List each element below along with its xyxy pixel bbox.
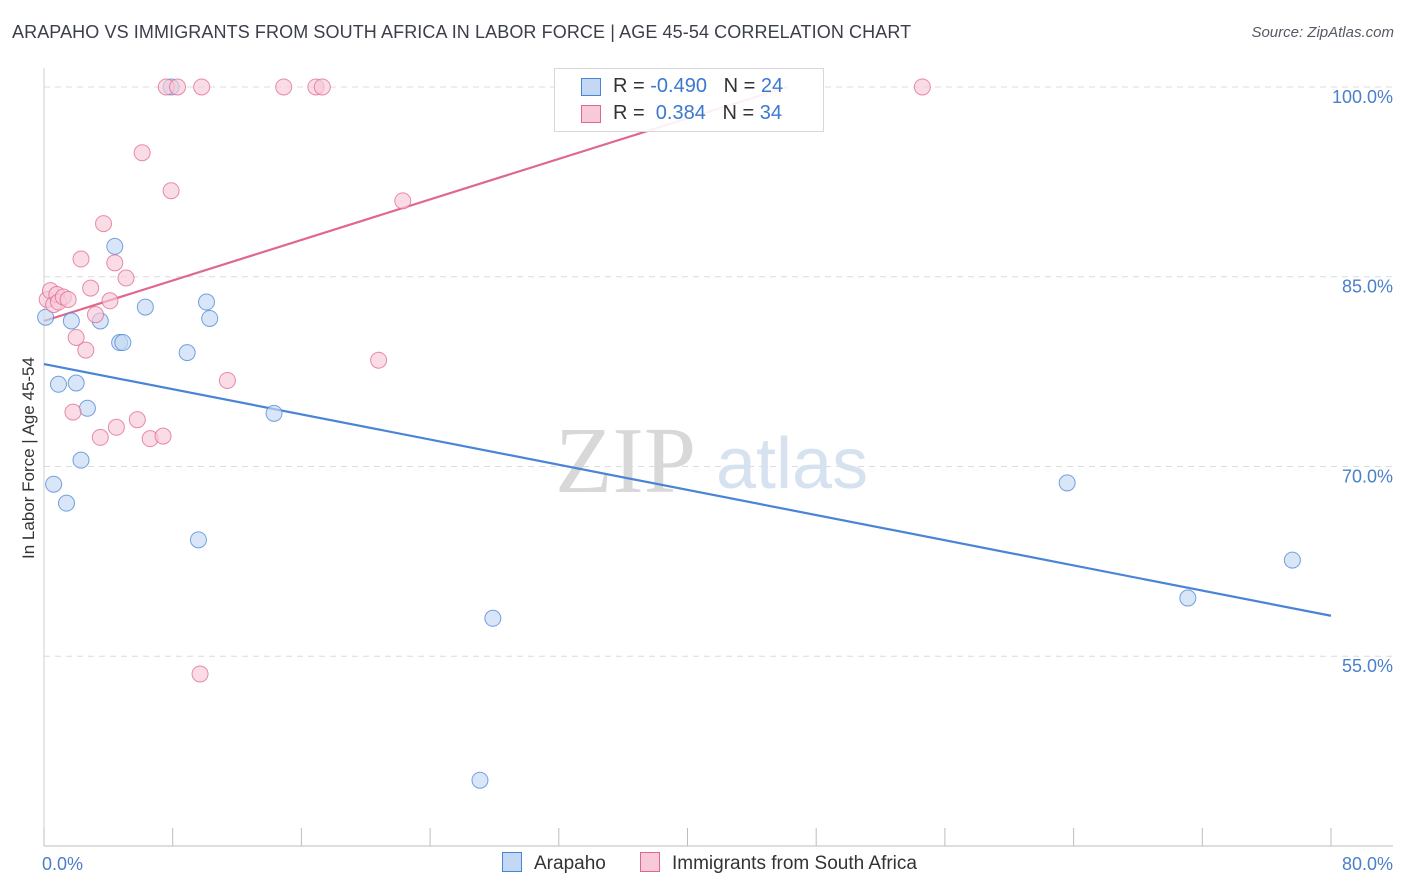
point-arapaho	[106, 237, 124, 255]
point-south-africa	[117, 269, 135, 287]
point-arapaho	[1058, 474, 1076, 492]
point-arapaho	[1179, 589, 1197, 607]
legend-stats-south-africa: R = 0.384 N = 34	[613, 102, 783, 124]
point-arapaho	[197, 293, 215, 311]
legend-swatch-south-africa-bottom	[640, 852, 660, 872]
y-tick-label: 70.0%	[1342, 466, 1393, 486]
legend-label-arapaho: Arapaho	[534, 853, 606, 874]
point-south-africa	[67, 328, 85, 346]
point-arapaho	[62, 312, 80, 330]
legend-stats-arapaho: R = -0.490 N = 24	[613, 75, 784, 97]
grid	[44, 86, 1393, 657]
chart-title: ARAPAHO VS IMMIGRANTS FROM SOUTH AFRICA …	[12, 22, 912, 42]
legend-label-south-africa: Immigrants from South Africa	[672, 853, 917, 874]
point-arapaho	[178, 344, 196, 362]
point-arapaho	[37, 308, 55, 326]
trend-line-arapaho	[43, 362, 1332, 617]
point-arapaho	[49, 375, 67, 393]
point-arapaho	[1283, 551, 1301, 569]
data-points	[37, 78, 1301, 789]
point-arapaho	[136, 298, 154, 316]
point-south-africa	[59, 291, 77, 309]
watermark-zip: ZIP	[555, 409, 696, 513]
point-south-africa	[86, 306, 104, 324]
point-south-africa	[154, 427, 172, 445]
point-south-africa	[218, 371, 236, 389]
legend-swatch-arapaho	[581, 78, 601, 96]
point-arapaho	[67, 374, 85, 392]
watermark: ZIP atlas	[555, 409, 868, 513]
x-tick-label: 80.0%	[1342, 854, 1393, 874]
point-south-africa	[133, 144, 151, 162]
point-arapaho	[72, 451, 90, 469]
watermark-atlas: atlas	[716, 424, 868, 504]
point-south-africa	[169, 78, 187, 96]
x-tick-label: 0.0%	[42, 854, 83, 874]
series-legend: Arapaho Immigrants from South Africa	[0, 852, 1406, 878]
point-arapaho	[58, 494, 76, 512]
point-south-africa	[64, 403, 82, 421]
point-south-africa	[193, 78, 211, 96]
point-south-africa	[82, 279, 100, 297]
correlation-legend: R = -0.490 N = 24 R = 0.384 N = 34	[554, 68, 824, 132]
point-arapaho	[189, 531, 207, 549]
point-south-africa	[128, 411, 146, 429]
y-tick-label: 85.0%	[1342, 277, 1393, 297]
trend-lines	[43, 85, 1332, 617]
legend-swatch-south-africa	[581, 105, 601, 123]
point-arapaho	[78, 399, 96, 417]
point-south-africa	[101, 292, 119, 310]
legend-item-south-africa: Immigrants from South Africa	[640, 852, 917, 875]
axes	[43, 68, 1393, 847]
point-arapaho	[201, 309, 219, 327]
point-arapaho	[484, 609, 502, 627]
source-label: Source: ZipAtlas.com	[1251, 24, 1394, 41]
point-arapaho	[471, 771, 489, 789]
point-arapaho	[45, 475, 63, 493]
point-south-africa	[913, 78, 931, 96]
point-south-africa	[313, 78, 331, 96]
point-arapaho	[114, 334, 132, 352]
y-tick-label: 55.0%	[1342, 656, 1393, 676]
point-south-africa	[162, 182, 180, 200]
legend-item-arapaho: Arapaho	[502, 852, 606, 875]
y-axis-label: In Labor Force | Age 45-54	[19, 357, 38, 559]
legend-swatch-arapaho-bottom	[502, 852, 522, 872]
point-south-africa	[77, 341, 95, 359]
legend-row-south-africa: R = 0.384 N = 34	[555, 101, 823, 127]
y-tick-label: 100.0%	[1332, 87, 1393, 107]
point-south-africa	[106, 254, 124, 272]
point-south-africa	[107, 418, 125, 436]
point-south-africa	[91, 428, 109, 446]
point-south-africa	[72, 250, 90, 268]
point-south-africa	[394, 192, 412, 210]
point-arapaho	[265, 404, 283, 422]
tick-labels: 55.0% 70.0% 85.0% 100.0% 0.0% 80.0%	[42, 87, 1393, 874]
point-south-africa	[191, 665, 209, 683]
point-south-africa	[370, 351, 388, 369]
legend-row-arapaho: R = -0.490 N = 24	[555, 74, 823, 100]
point-south-africa	[275, 78, 293, 96]
point-south-africa	[95, 215, 113, 233]
